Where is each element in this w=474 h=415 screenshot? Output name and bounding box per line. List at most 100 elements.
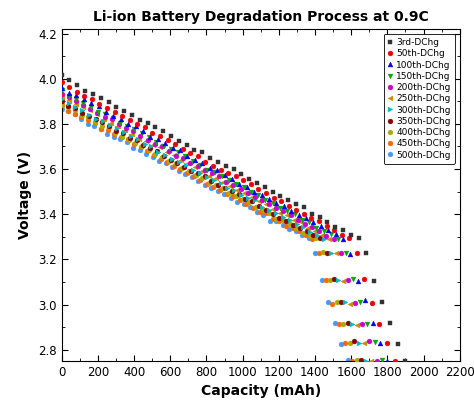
- 450th-DChg: [224, 192, 229, 197]
- 500th-DChg: [247, 205, 253, 210]
- 350th-DChg: [338, 299, 344, 304]
- 200th-DChg: [317, 229, 322, 234]
- 200th-DChg: [59, 91, 64, 96]
- 3rd-DChg: [184, 142, 190, 147]
- 350th-DChg: [127, 135, 133, 140]
- 250th-DChg: [157, 144, 163, 149]
- 100th-DChg: [340, 237, 346, 242]
- 150th-DChg: [197, 162, 203, 167]
- 500th-DChg: [241, 201, 246, 206]
- 50th-DChg: [293, 208, 299, 213]
- 100th-DChg: [362, 298, 368, 303]
- 200th-DChg: [73, 98, 79, 103]
- 350th-DChg: [290, 222, 296, 227]
- 200th-DChg: [87, 106, 93, 111]
- 400th-DChg: [92, 120, 98, 124]
- 500th-DChg: [189, 175, 194, 180]
- 400th-DChg: [159, 155, 165, 160]
- 350th-DChg: [154, 149, 160, 154]
- 500th-DChg: [208, 186, 214, 190]
- 450th-DChg: [125, 137, 130, 142]
- 50th-DChg: [135, 121, 140, 126]
- 450th-DChg: [237, 198, 243, 203]
- 100th-DChg: [59, 85, 64, 90]
- 150th-DChg: [59, 88, 64, 93]
- 300th-DChg: [163, 152, 168, 157]
- 200th-DChg: [295, 217, 301, 222]
- 50th-DChg: [142, 125, 148, 130]
- 200th-DChg: [374, 359, 379, 364]
- 3rd-DChg: [402, 359, 408, 364]
- Line: 500th-DChg: 500th-DChg: [59, 106, 350, 362]
- 500th-DChg: [325, 300, 331, 305]
- 300th-DChg: [231, 187, 237, 192]
- 50th-DChg: [362, 277, 367, 282]
- 250th-DChg: [115, 124, 121, 129]
- 200th-DChg: [109, 117, 115, 122]
- Line: 450th-DChg: 450th-DChg: [59, 103, 355, 364]
- 300th-DChg: [114, 126, 120, 131]
- 400th-DChg: [240, 197, 246, 202]
- 3rd-DChg: [293, 201, 299, 206]
- 350th-DChg: [107, 124, 112, 129]
- 100th-DChg: [310, 220, 316, 225]
- 250th-DChg: [207, 174, 212, 179]
- 300th-DChg: [211, 178, 217, 183]
- 150th-DChg: [154, 139, 159, 144]
- 150th-DChg: [248, 190, 254, 195]
- 150th-DChg: [321, 228, 327, 233]
- 350th-DChg: [147, 146, 153, 151]
- 400th-DChg: [253, 205, 259, 210]
- 400th-DChg: [313, 235, 319, 240]
- 100th-DChg: [88, 100, 94, 105]
- 50th-DChg: [112, 109, 118, 114]
- 50th-DChg: [195, 153, 201, 158]
- 100th-DChg: [229, 177, 235, 182]
- 350th-DChg: [297, 225, 303, 230]
- 300th-DChg: [135, 137, 140, 142]
- 150th-DChg: [379, 358, 385, 363]
- 450th-DChg: [296, 229, 302, 234]
- 400th-DChg: [200, 175, 205, 180]
- 450th-DChg: [244, 201, 249, 206]
- 450th-DChg: [92, 120, 98, 125]
- 3rd-DChg: [285, 198, 291, 203]
- 400th-DChg: [139, 144, 145, 149]
- 100th-DChg: [259, 192, 264, 197]
- 100th-DChg: [266, 197, 272, 202]
- 450th-DChg: [59, 103, 64, 108]
- 400th-DChg: [260, 208, 265, 213]
- 250th-DChg: [66, 98, 72, 103]
- 3rd-DChg: [207, 156, 213, 161]
- 300th-DChg: [252, 198, 258, 203]
- 100th-DChg: [170, 146, 175, 151]
- 300th-DChg: [280, 215, 286, 220]
- 350th-DChg: [79, 110, 85, 115]
- 450th-DChg: [158, 156, 164, 161]
- 350th-DChg: [331, 277, 337, 282]
- 500th-DChg: [215, 188, 220, 193]
- 150th-DChg: [102, 112, 108, 117]
- 500th-DChg: [130, 145, 136, 150]
- 50th-DChg: [127, 117, 133, 122]
- 300th-DChg: [266, 207, 272, 212]
- 350th-DChg: [249, 199, 255, 204]
- 400th-DChg: [280, 217, 286, 222]
- 250th-DChg: [298, 220, 304, 225]
- 450th-DChg: [217, 188, 223, 193]
- 3rd-DChg: [246, 177, 252, 182]
- 400th-DChg: [354, 358, 359, 363]
- 200th-DChg: [209, 170, 215, 175]
- 200th-DChg: [137, 133, 143, 138]
- 350th-DChg: [120, 130, 126, 135]
- 350th-DChg: [202, 174, 208, 179]
- Line: 350th-DChg: 350th-DChg: [59, 98, 364, 363]
- 150th-DChg: [124, 123, 130, 128]
- 250th-DChg: [94, 112, 100, 117]
- 400th-DChg: [99, 123, 105, 128]
- 400th-DChg: [59, 102, 64, 107]
- 400th-DChg: [133, 141, 138, 146]
- 250th-DChg: [150, 143, 156, 148]
- 350th-DChg: [236, 192, 241, 197]
- 200th-DChg: [123, 125, 129, 130]
